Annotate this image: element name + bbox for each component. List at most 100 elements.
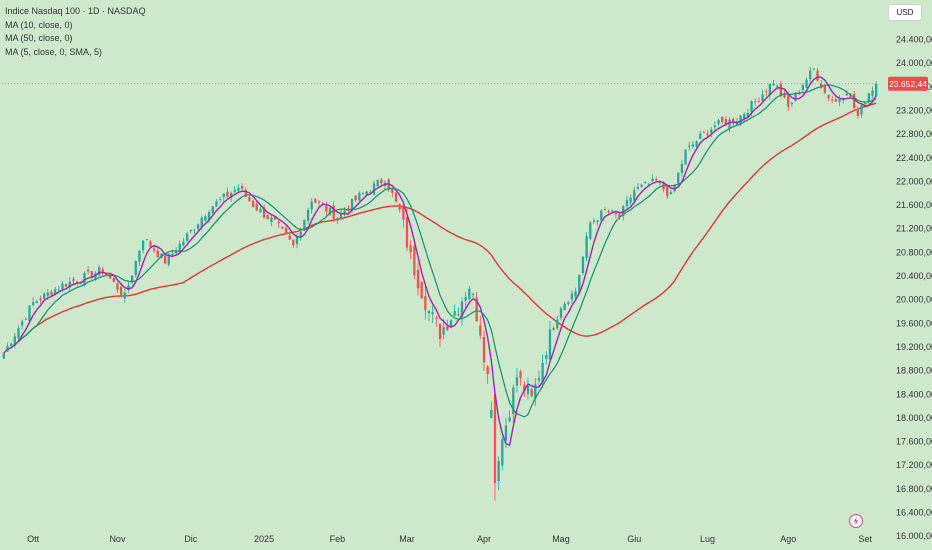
flash-icon[interactable] <box>849 514 863 528</box>
candle <box>592 218 596 225</box>
candle <box>112 277 115 283</box>
candle <box>530 387 533 398</box>
candle <box>211 206 214 216</box>
ma10-path <box>3 84 877 418</box>
candle <box>556 315 559 331</box>
candle <box>559 306 563 321</box>
time-axis[interactable]: Ott Nov Dic 2025 Feb Mar Apr Mag Giu Lug Ago Set <box>27 534 872 544</box>
candle <box>420 281 423 300</box>
x-tick-label: Mag <box>552 534 570 544</box>
candle <box>35 299 38 304</box>
candle <box>310 198 313 214</box>
candle <box>266 214 269 220</box>
candle <box>567 300 570 306</box>
legend-ma10[interactable]: MA (10, close, 0) <box>5 19 73 30</box>
candles <box>2 66 878 501</box>
candle <box>486 364 489 384</box>
candle <box>292 239 295 248</box>
candle <box>695 140 698 149</box>
candle <box>189 229 192 234</box>
candle <box>871 86 874 100</box>
candle <box>262 204 266 220</box>
candle <box>827 94 830 102</box>
candle <box>123 288 126 303</box>
candle <box>24 317 27 320</box>
candle <box>251 199 255 208</box>
candle <box>537 370 541 388</box>
legend-ma50[interactable]: MA (50, close, 0) <box>5 33 73 43</box>
candle <box>460 297 464 326</box>
candle <box>809 66 812 84</box>
candle <box>497 456 500 491</box>
x-tick-label: Nov <box>109 534 126 544</box>
x-tick-label: Ott <box>27 534 40 544</box>
y-tick-label: 24.400,00 <box>896 35 932 45</box>
candle <box>860 104 863 118</box>
candle <box>515 367 519 393</box>
candle <box>39 295 42 304</box>
candle <box>182 237 185 247</box>
candle <box>589 221 592 241</box>
candle <box>607 209 610 214</box>
candle <box>651 174 654 182</box>
legend-ma5[interactable]: MA (5, close, 0, SMA, 5) <box>5 46 103 57</box>
candle <box>255 201 258 212</box>
candle <box>134 260 137 278</box>
candle <box>831 95 834 104</box>
candle <box>765 88 768 96</box>
candle <box>772 79 775 86</box>
candle <box>314 198 317 204</box>
y-tick-label: 20.800,00 <box>896 247 932 257</box>
candle <box>464 291 467 309</box>
candle <box>669 189 673 195</box>
candle <box>629 194 632 206</box>
candle <box>757 97 761 103</box>
candle <box>116 281 119 293</box>
y-tick-label: 21.600,00 <box>896 200 932 210</box>
candle <box>97 265 101 278</box>
candle <box>409 239 412 260</box>
candle <box>90 270 93 280</box>
candle <box>853 90 856 111</box>
candle <box>86 266 90 275</box>
candle <box>508 410 511 423</box>
x-tick-label: Lug <box>700 534 715 544</box>
y-tick-label: 22.400,00 <box>896 153 932 163</box>
candle <box>424 286 427 320</box>
candle <box>178 240 181 255</box>
candle <box>295 233 299 249</box>
candle <box>72 276 75 285</box>
y-tick-label: 20.000,00 <box>896 295 932 305</box>
x-tick-label: 2025 <box>254 534 274 544</box>
candle <box>746 108 750 118</box>
candle <box>479 315 482 340</box>
ma50-line <box>18 102 877 342</box>
candle <box>710 126 713 138</box>
candle <box>603 206 607 211</box>
candle <box>563 301 566 311</box>
y-tick-label: 16.000,00 <box>896 531 932 541</box>
ma5-line <box>3 76 877 447</box>
currency-button[interactable]: USD <box>888 4 922 21</box>
candle <box>735 117 739 126</box>
candle <box>193 228 196 235</box>
y-tick-label: 22.800,00 <box>896 129 932 139</box>
candle <box>358 191 361 202</box>
candle <box>431 305 434 324</box>
candle <box>380 177 383 186</box>
candle <box>471 292 475 299</box>
candle <box>2 352 5 360</box>
candle <box>636 182 640 191</box>
y-tick-label: 16.400,00 <box>896 508 932 518</box>
candle <box>281 226 284 230</box>
candle <box>812 68 815 71</box>
candle <box>233 186 236 194</box>
legend-title[interactable]: Indice Nasdaq 100 · 1D · NASDAQ <box>5 6 146 16</box>
candle <box>438 322 442 348</box>
candle <box>32 297 35 307</box>
candle <box>816 68 819 82</box>
candle <box>237 184 240 192</box>
candle <box>413 239 416 280</box>
